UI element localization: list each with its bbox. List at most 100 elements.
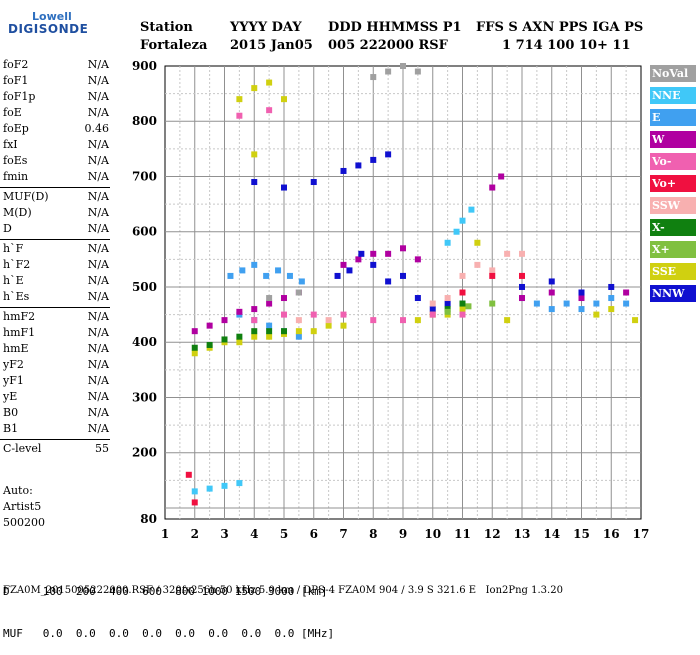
data-point-noval <box>385 68 392 75</box>
x-tick-label: 6 <box>310 527 318 541</box>
data-point-w <box>295 289 302 296</box>
legend-item-nnw: NNW <box>650 285 696 302</box>
data-point-vo <box>191 499 198 506</box>
data-point-w <box>623 289 630 296</box>
data-point-sse <box>251 151 258 158</box>
data-point-nnw <box>414 295 421 302</box>
param-name: h`F2 <box>3 258 31 271</box>
param-separator <box>0 307 110 308</box>
param-row: B0 N/A <box>3 406 109 422</box>
param-name: yF1 <box>3 374 24 387</box>
data-point-e <box>251 261 258 268</box>
logo-line1: Lowell <box>32 10 72 23</box>
param-row: yF2 N/A <box>3 358 109 374</box>
data-point-w <box>519 295 525 302</box>
data-point-nnw <box>346 267 353 274</box>
data-point-w <box>489 184 496 191</box>
data-point-sse <box>429 311 436 318</box>
data-point-x <box>266 328 273 335</box>
data-point-x <box>236 333 243 340</box>
data-point-vo <box>459 289 466 296</box>
data-point-x <box>251 328 258 335</box>
data-point-w <box>340 261 347 268</box>
param-name: B1 <box>3 422 19 435</box>
data-point-nne <box>191 488 198 495</box>
param-value: N/A <box>87 58 109 71</box>
x-tick-label: 1 <box>161 527 169 541</box>
data-point-w <box>370 250 377 257</box>
data-point-sse <box>414 317 421 324</box>
data-point-w <box>236 308 243 315</box>
legend-item-ssw: SSW <box>650 197 696 214</box>
param-value: N/A <box>87 310 109 323</box>
data-point-nnw <box>334 272 341 279</box>
data-point-e <box>266 322 273 329</box>
data-point-w <box>578 295 585 302</box>
data-point-sse <box>295 328 302 335</box>
data-point-x <box>444 306 451 313</box>
data-point-sse <box>608 306 615 313</box>
data-point-vo <box>370 317 377 324</box>
data-point-nnw <box>578 289 585 296</box>
digisonde-logo: Lowell DIGISONDE <box>8 10 88 46</box>
data-point-x <box>444 308 451 315</box>
data-point-w <box>206 322 213 329</box>
data-point-vo <box>489 272 496 279</box>
data-point-sse <box>191 350 198 357</box>
param-row: hmE N/A <box>3 342 109 358</box>
data-point-e <box>298 278 305 285</box>
param-row: yE N/A <box>3 390 109 406</box>
data-point-nnw <box>385 278 392 285</box>
legend-item-vo: Vo+ <box>650 175 696 192</box>
data-point-nnw <box>608 283 615 290</box>
data-point-nnw <box>519 283 525 290</box>
param-value: N/A <box>87 274 109 287</box>
param-row: B1 N/A <box>3 422 109 438</box>
x-tick-label: 7 <box>339 527 347 541</box>
data-point-x <box>281 328 287 335</box>
file-info-footer: FZA0M_2015005222000.RSF / 320fx256h 50 k… <box>3 585 563 596</box>
param-name: hmF2 <box>3 310 36 323</box>
data-point-e <box>286 272 293 279</box>
param-separator <box>0 187 110 188</box>
data-point-sse <box>236 96 243 103</box>
param-row: foF1 N/A <box>3 74 109 90</box>
data-point-vo <box>429 311 436 318</box>
data-point-sse <box>266 333 273 340</box>
data-point-x <box>221 336 228 343</box>
param-row: foEp 0.46 <box>3 122 109 138</box>
param-name: foE <box>3 106 22 119</box>
data-point-e <box>275 267 282 274</box>
data-point-w <box>281 295 287 302</box>
data-point-w <box>251 306 258 313</box>
x-tick-label: 14 <box>543 527 560 541</box>
data-point-vo <box>266 107 273 114</box>
data-point-w <box>221 317 228 324</box>
y-tick-label: 200 <box>132 446 157 460</box>
param-name: foEp <box>3 122 29 135</box>
data-point-nnw <box>385 151 392 158</box>
data-point-vo <box>459 311 466 318</box>
legend-item-x: X- <box>650 219 696 236</box>
data-point-nne <box>468 206 475 213</box>
data-point-e <box>623 300 630 307</box>
param-row: h`F2 N/A <box>3 258 109 274</box>
param-value: N/A <box>87 422 109 435</box>
param-value: N/A <box>87 206 109 219</box>
param-name: foEs <box>3 154 28 167</box>
legend-item-x: X+ <box>650 241 696 258</box>
legend-item-noval: NoVal <box>650 65 696 82</box>
legend-item-e: E <box>650 109 696 126</box>
param-value: N/A <box>87 154 109 167</box>
data-point-e <box>281 328 287 335</box>
data-point-e <box>263 272 270 279</box>
data-point-nnw <box>355 162 362 169</box>
param-row: MUF(D) N/A <box>3 190 109 206</box>
param-row: foF2 N/A <box>3 58 109 74</box>
param-name: fmin <box>3 170 29 183</box>
data-point-w <box>385 250 392 257</box>
data-point-e <box>593 300 600 307</box>
data-point-sse <box>444 311 451 318</box>
param-value: N/A <box>87 138 109 151</box>
data-point-e <box>533 300 540 307</box>
